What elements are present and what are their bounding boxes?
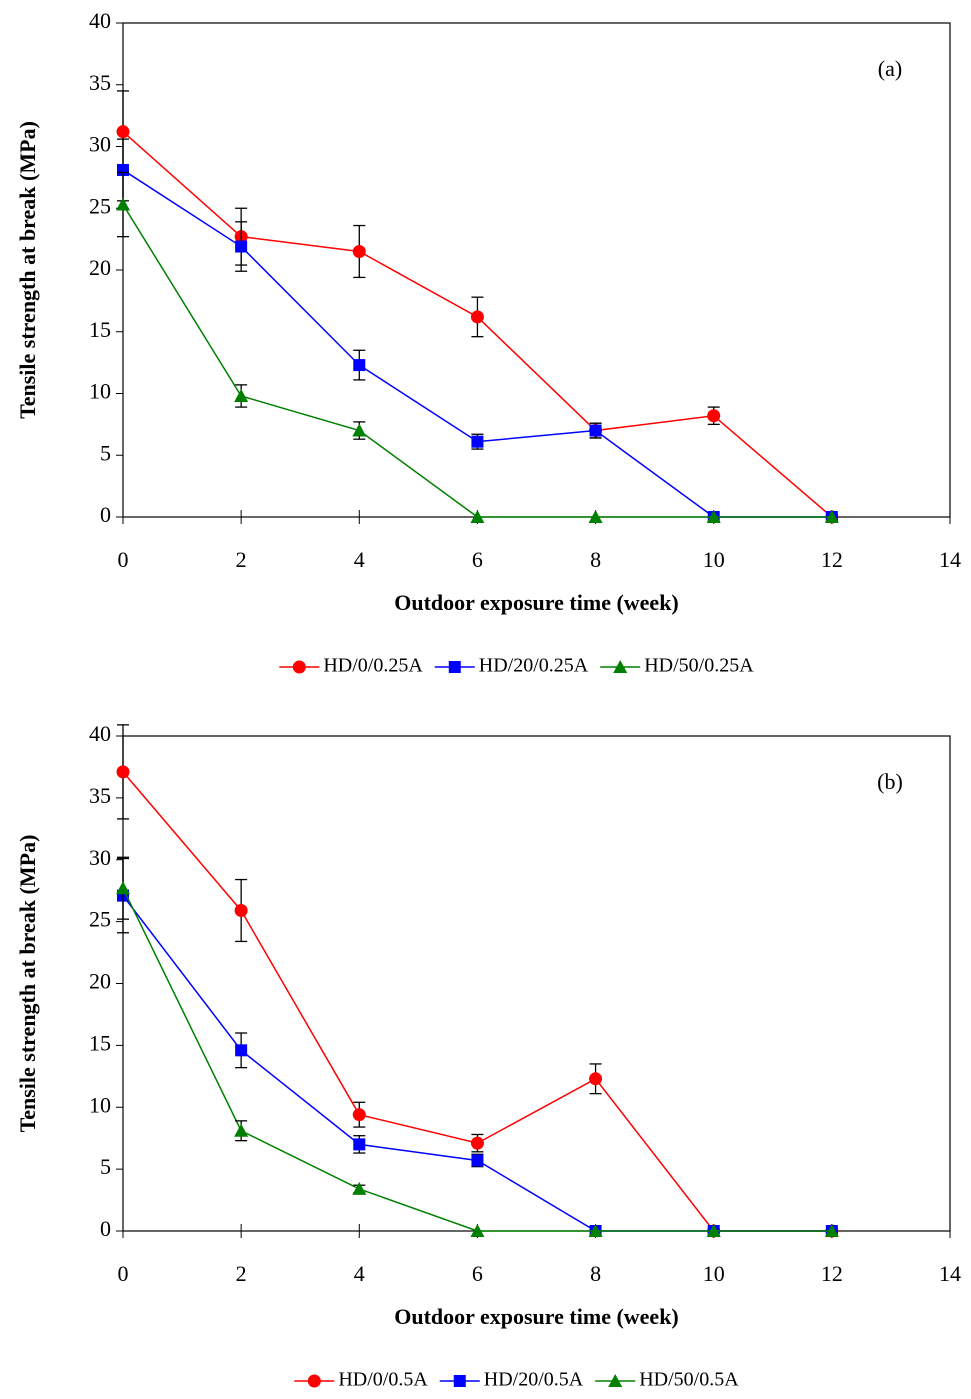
y-axis-title: Tensile strength at break (MPa) [15, 121, 40, 419]
series-line [122, 169, 832, 518]
legend-entry: HD/20/0.25A [434, 655, 589, 677]
marker [707, 409, 721, 423]
x-tick-label: 12 [821, 547, 843, 572]
x-tick-label: 0 [118, 547, 129, 572]
x-tick-label: 2 [236, 547, 247, 572]
series-line [122, 204, 832, 518]
y-tick-label: 15 [89, 1030, 111, 1055]
x-tick-label: 8 [590, 547, 601, 572]
marker [706, 1224, 721, 1237]
legend-entry: HD/50/0.5A [595, 1369, 739, 1391]
marker [234, 903, 248, 917]
legend-label: HD/20/0.25A [479, 655, 589, 677]
legend-label: HD/0/0.5A [338, 1369, 428, 1391]
legend-marker [453, 1375, 466, 1387]
marker [471, 435, 484, 448]
marker [470, 1136, 484, 1150]
marker [352, 244, 366, 258]
marker [116, 765, 130, 779]
legend-label: HD/50/0.5A [639, 1369, 739, 1391]
y-tick-label: 25 [89, 193, 111, 218]
legend-marker [608, 1374, 623, 1387]
legend-label: HD/50/0.25A [644, 655, 754, 677]
marker [588, 510, 603, 523]
marker [470, 1224, 485, 1237]
marker [470, 510, 485, 523]
y-tick-label: 15 [89, 317, 111, 342]
x-tick-label: 10 [703, 1261, 725, 1286]
legend-entry: HD/20/0.5A [439, 1369, 584, 1391]
x-tick-label: 4 [354, 1261, 365, 1286]
legend-marker [307, 1374, 321, 1388]
legend-marker [292, 660, 306, 674]
marker [234, 388, 249, 402]
x-tick-label: 2 [236, 1261, 247, 1286]
marker [235, 240, 248, 253]
legend: HD/0/0.25A HD/20/0.25A HD/50/0.25A [279, 655, 754, 677]
x-tick-label: 14 [939, 547, 961, 572]
legend-entry: HD/0/0.25A [279, 655, 423, 677]
marker [589, 424, 602, 437]
y-tick-label: 20 [89, 255, 111, 280]
y-tick-label: 5 [100, 440, 111, 465]
marker [352, 1108, 366, 1122]
x-tick-label: 0 [118, 1261, 129, 1286]
series-line [122, 895, 832, 1232]
series-line [122, 887, 832, 1232]
marker [353, 359, 366, 372]
marker [234, 1123, 249, 1137]
marker [470, 310, 484, 324]
x-tick-label: 4 [354, 547, 365, 572]
marker [589, 1072, 603, 1086]
legend: HD/0/0.5A HD/20/0.5A HD/50/0.5A [294, 1369, 739, 1391]
x-tick-label: 8 [590, 1261, 601, 1286]
marker [471, 1154, 484, 1167]
marker [116, 881, 130, 895]
x-tick-label: 10 [703, 547, 725, 572]
y-tick-label: 5 [100, 1154, 111, 1179]
x-tick-label: 6 [472, 547, 483, 572]
legend-entry: HD/0/0.5A [294, 1369, 428, 1391]
y-tick-label: 40 [89, 721, 111, 746]
y-tick-label: 0 [100, 502, 111, 527]
legend-entry: HD/50/0.25A [600, 655, 754, 677]
legend-marker [613, 660, 628, 673]
plot-frame [122, 735, 951, 1232]
marker [352, 423, 367, 437]
panel-label: (b) [877, 769, 903, 794]
marker [588, 1224, 603, 1237]
marker [824, 1224, 839, 1237]
y-tick-label: 35 [89, 70, 111, 95]
y-axis-title: Tensile strength at break (MPa) [15, 835, 40, 1133]
marker [352, 1181, 367, 1195]
y-tick-label: 25 [89, 907, 111, 932]
x-tick-label: 14 [939, 1261, 961, 1286]
marker [116, 125, 130, 139]
panel-label: (a) [878, 56, 902, 81]
y-tick-label: 0 [100, 1216, 111, 1241]
y-tick-label: 35 [89, 783, 111, 808]
x-tick-label: 6 [472, 1261, 483, 1286]
legend-marker [448, 661, 461, 673]
marker [116, 197, 130, 211]
legend-label: HD/20/0.5A [484, 1369, 584, 1391]
x-axis-title: Outdoor exposure time (week) [394, 1304, 679, 1329]
x-tick-label: 12 [821, 1261, 843, 1286]
marker [235, 1044, 248, 1057]
marker [353, 1138, 366, 1151]
y-tick-label: 30 [89, 132, 111, 157]
y-tick-label: 40 [89, 8, 111, 33]
legend-label: HD/0/0.25A [323, 655, 423, 677]
x-axis-title: Outdoor exposure time (week) [394, 590, 679, 615]
marker [824, 510, 839, 523]
y-tick-label: 30 [89, 845, 111, 870]
y-tick-label: 10 [89, 1092, 111, 1117]
y-tick-label: 20 [89, 969, 111, 994]
marker [706, 510, 721, 523]
y-tick-label: 10 [89, 379, 111, 404]
plot-frame [122, 22, 951, 518]
